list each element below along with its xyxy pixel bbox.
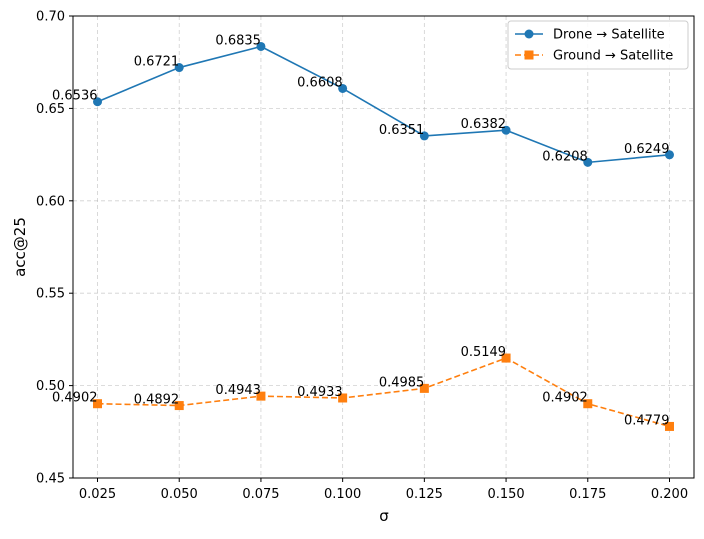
y-tick-label: 0.65 [36, 102, 65, 117]
data-point-ground [338, 393, 348, 403]
data-label-ground: 0.4985 [379, 375, 425, 390]
data-point-ground [583, 399, 593, 409]
data-point-drone [256, 41, 266, 51]
y-tick-label: 0.70 [36, 10, 65, 25]
data-label-drone: 0.6721 [134, 55, 180, 70]
series-line-drone [97, 45, 670, 164]
data-label-ground: 0.4902 [542, 391, 588, 406]
y-tick-label: 0.50 [36, 379, 65, 394]
data-label-drone: 0.6351 [379, 123, 425, 138]
x-tick-label: 0.100 [324, 487, 361, 502]
data-label-drone: 0.6208 [542, 149, 588, 164]
legend: Drone → Satellite Ground → Satellite [507, 20, 689, 70]
data-label-drone: 0.6835 [215, 33, 261, 48]
data-point-ground [174, 401, 184, 411]
legend-marker-drone [524, 29, 534, 39]
data-point-drone [338, 83, 348, 93]
series-line-ground [97, 357, 670, 428]
plot-frame [72, 15, 695, 479]
data-label-ground: 0.4902 [52, 391, 98, 406]
legend-label-ground: Ground → Satellite [553, 49, 673, 64]
data-point-ground [93, 399, 103, 409]
legend-marker-ground [524, 50, 534, 60]
data-label-ground: 0.4892 [134, 393, 180, 408]
data-label-ground: 0.5149 [461, 345, 507, 360]
x-tick-label: 0.150 [487, 487, 524, 502]
x-axis-label: σ [379, 507, 389, 525]
x-tick-label: 0.200 [651, 487, 688, 502]
data-label-drone: 0.6249 [624, 142, 670, 157]
y-axis-label: acc@25 [11, 217, 29, 277]
legend-box [507, 20, 689, 70]
data-label-drone: 0.6536 [52, 89, 98, 104]
data-labels: 0.6536 0.6721 0.6835 0.6608 0.6351 0.6382 0.62… [52, 33, 669, 428]
x-tick-label: 0.075 [242, 487, 279, 502]
data-label-drone: 0.6382 [461, 117, 507, 132]
data-label-ground: 0.4933 [297, 385, 343, 400]
data-point-drone [664, 150, 674, 160]
data-label-ground: 0.4779 [624, 413, 670, 428]
x-tick-label: 0.125 [406, 487, 443, 502]
data-label-ground: 0.4943 [215, 383, 261, 398]
y-tick-label: 0.60 [36, 194, 65, 209]
data-point-ground [256, 391, 266, 401]
data-point-ground [419, 383, 429, 393]
series-layer [93, 41, 674, 431]
axis-ticks: 0.025 0.050 0.075 0.100 0.125 0.150 0.175 0.200… [36, 10, 688, 503]
data-point-drone [93, 97, 103, 107]
data-point-ground [664, 421, 674, 431]
x-tick-label: 0.050 [161, 487, 198, 502]
data-point-drone [419, 131, 429, 141]
data-label-drone: 0.6608 [297, 75, 343, 90]
legend-label-drone: Drone → Satellite [553, 28, 665, 43]
data-point-drone [174, 63, 184, 73]
x-tick-label: 0.025 [79, 487, 116, 502]
y-tick-label: 0.55 [36, 287, 65, 302]
data-point-drone [583, 157, 593, 167]
data-point-drone [501, 125, 511, 135]
x-tick-label: 0.175 [569, 487, 606, 502]
y-tick-label: 0.45 [36, 472, 65, 487]
data-point-ground [501, 353, 511, 363]
